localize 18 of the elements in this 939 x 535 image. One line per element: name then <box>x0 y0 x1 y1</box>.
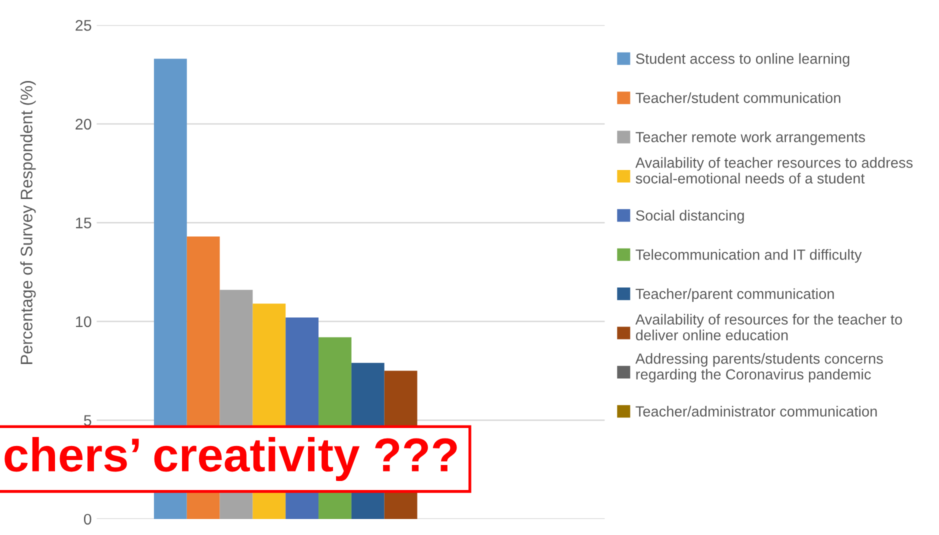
legend-label: Availability of teacher resources to address social-emotional needs of a student <box>635 157 913 184</box>
legend-label: Social distancing <box>636 210 744 224</box>
legend-label: Addressing parents/students concerns regarding the Coronavirus pandemic <box>635 353 883 382</box>
y-tick-label: 0 <box>84 514 92 525</box>
legend-label: Teacher remote work arrangements <box>636 132 865 146</box>
y-tick-label: 10 <box>76 316 92 328</box>
legend-label: Teacher/student communication <box>636 92 840 104</box>
legend-label: Telecommunication and IT difficulty <box>636 249 862 263</box>
y-tick-label: 15 <box>76 218 92 228</box>
legend-label: Teacher/parent communication <box>636 288 834 302</box>
legend-label: Teacher/administrator communication <box>636 406 877 417</box>
y-tick-label: 5 <box>84 415 92 426</box>
y-tick-label: 20 <box>76 118 92 130</box>
y-axis-title: Percentage of Survey Respondent (%) <box>20 81 36 364</box>
legend-label: Availability of resources for the teacher to deliver online education <box>635 314 902 340</box>
y-tick-label: 25 <box>76 20 92 31</box>
annotation: chers’ creativity ??? <box>4 437 457 482</box>
legend-label: Student access to online learning <box>636 53 850 67</box>
